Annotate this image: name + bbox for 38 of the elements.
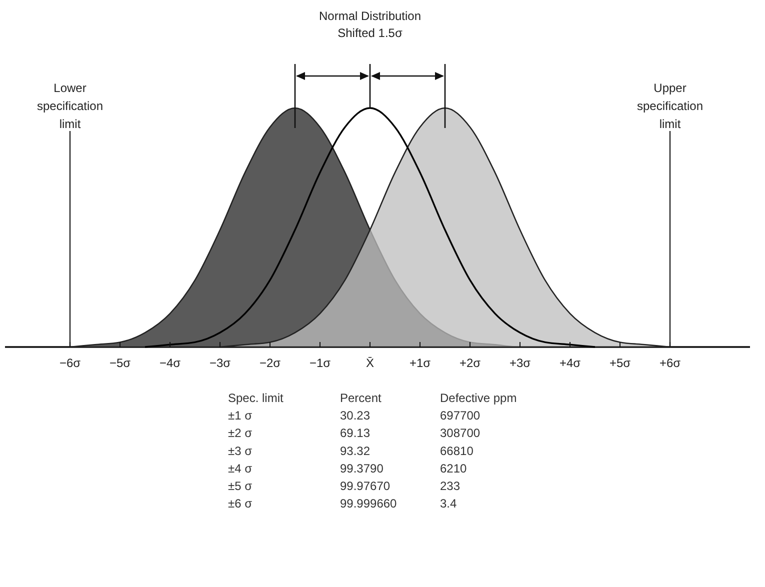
x-tick-label: −5σ xyxy=(109,356,132,370)
text: Percent xyxy=(340,391,382,405)
text: 697700 xyxy=(440,408,480,423)
text: 3.4 xyxy=(440,496,458,511)
x-tick-label: +2σ xyxy=(459,356,482,370)
text: 99.3790 xyxy=(340,461,384,476)
text: ±2 σ xyxy=(228,426,253,440)
x-tick-label: +4σ xyxy=(559,356,582,370)
chart-subtitle: Shifted 1.5σ xyxy=(338,26,403,40)
text: Defective ppm xyxy=(440,391,517,405)
x-tick-label: −4σ xyxy=(159,356,182,370)
text: 6210 xyxy=(440,461,468,476)
x-tick-label: −1σ xyxy=(309,356,332,370)
x-tick-label: +3σ xyxy=(509,356,532,370)
x-tick-label: +5σ xyxy=(609,356,632,370)
text: 233 xyxy=(440,479,460,493)
text: 308700 xyxy=(440,426,480,440)
ref-line-label: Lower specification limit xyxy=(36,81,104,131)
x-tick-label: −2σ xyxy=(259,356,282,370)
text: ±4 σ xyxy=(228,461,253,476)
text: ±3 σ xyxy=(228,444,253,458)
x-tick-label: −6σ xyxy=(59,356,82,370)
text: 99.97670 xyxy=(340,479,390,493)
x-tick-label: +1σ xyxy=(409,356,432,370)
ref-line-label: Upper specification limit xyxy=(636,81,704,131)
chart-title: Normal Distribution xyxy=(318,9,422,23)
text: 93.32 xyxy=(340,444,370,458)
text: ±1 σ xyxy=(228,408,253,423)
text: Spec. limit xyxy=(228,391,284,405)
text: 99.999660 xyxy=(340,496,398,511)
x-tick-label: +6σ xyxy=(659,356,682,370)
text: ±6 σ xyxy=(228,496,253,511)
text: ±5 σ xyxy=(228,479,253,493)
text: 69.13 xyxy=(340,426,370,440)
text: 30.23 xyxy=(340,408,370,423)
x-tick-label: −3σ xyxy=(209,356,232,370)
text: 66810 xyxy=(440,444,474,458)
x-tick-label: X̄ xyxy=(366,356,374,370)
